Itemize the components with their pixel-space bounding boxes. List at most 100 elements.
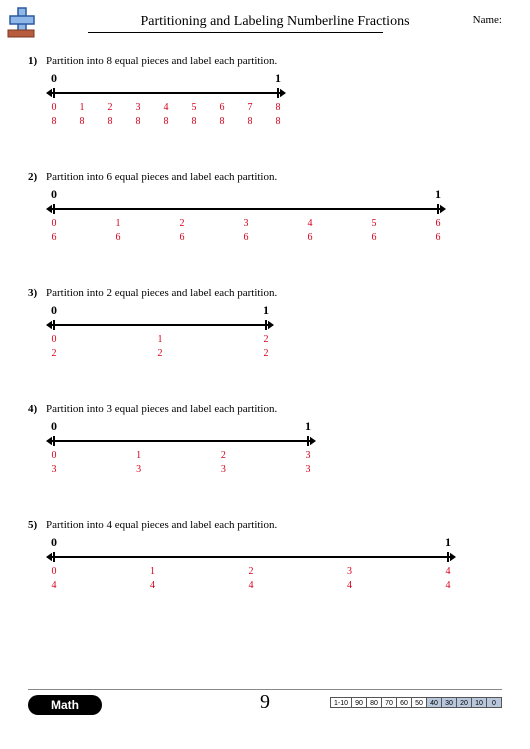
score-cell: 80 [367, 697, 382, 708]
logo-icon [6, 6, 46, 40]
endpoint-labels: 01 [46, 535, 456, 549]
numberline-svg [46, 201, 446, 217]
numberline: 010123444444 [46, 535, 502, 593]
numberline: 0101233333 [46, 419, 502, 477]
zero-label: 0 [51, 71, 57, 86]
fraction-denominator: 6 [116, 233, 121, 243]
numberline-svg [46, 433, 316, 449]
worksheet-page: Partitioning and Labeling Numberline Fra… [0, 0, 530, 749]
fraction-denominator: 6 [180, 233, 185, 243]
problem-number: 1) [28, 55, 46, 67]
problem-instruction: Partition into 6 equal pieces and label … [46, 171, 277, 183]
fraction-numerator: 0 [52, 567, 57, 577]
fraction-numerator: 3 [136, 103, 141, 113]
fraction-numerator: 2 [108, 103, 113, 113]
fraction-numerator: 3 [347, 567, 352, 577]
problem: 3)Partition into 2 equal pieces and labe… [28, 287, 502, 361]
denominator-row: 44444 [46, 581, 456, 593]
fraction-numerator: 2 [249, 567, 254, 577]
fraction-numerator: 0 [52, 219, 57, 229]
problem: 1)Partition into 8 equal pieces and labe… [28, 55, 502, 129]
one-label: 1 [275, 71, 281, 86]
fraction-denominator: 4 [347, 581, 352, 591]
footer-rule [28, 689, 502, 690]
problem-text: 1)Partition into 8 equal pieces and labe… [28, 55, 502, 67]
numberline-svg [46, 317, 274, 333]
numberline: 01012345678888888888 [46, 71, 502, 129]
score-cell: 70 [382, 697, 397, 708]
numberline: 01012222 [46, 303, 502, 361]
problem-text: 4)Partition into 3 equal pieces and labe… [28, 403, 502, 415]
fraction-denominator: 2 [52, 349, 57, 359]
score-range-label: 1-10 [330, 697, 352, 708]
fraction-denominator: 8 [136, 117, 141, 127]
fraction-denominator: 6 [244, 233, 249, 243]
problem-instruction: Partition into 3 equal pieces and label … [46, 403, 277, 415]
fraction-denominator: 6 [52, 233, 57, 243]
fraction-numerator: 2 [221, 451, 226, 461]
name-label: Name: [473, 14, 502, 26]
fraction-numerator: 3 [306, 451, 311, 461]
numerator-row: 0 1 2 3 4 [46, 567, 456, 579]
fraction-numerator: 8 [276, 103, 281, 113]
fraction-numerator: 0 [52, 103, 57, 113]
one-label: 1 [263, 303, 269, 318]
numerator-row: 0 1 2 3 [46, 451, 316, 463]
one-label: 1 [445, 535, 451, 550]
fraction-numerator: 4 [446, 567, 451, 577]
fraction-denominator: 3 [306, 465, 311, 475]
score-cell: 20 [457, 697, 472, 708]
header: Partitioning and Labeling Numberline Fra… [48, 12, 502, 33]
fraction-numerator: 6 [436, 219, 441, 229]
one-label: 1 [305, 419, 311, 434]
problem: 4)Partition into 3 equal pieces and labe… [28, 403, 502, 477]
fraction-numerator: 6 [220, 103, 225, 113]
fraction-numerator: 2 [180, 219, 185, 229]
problem-instruction: Partition into 8 equal pieces and label … [46, 55, 277, 67]
endpoint-labels: 01 [46, 71, 286, 85]
score-cell: 90 [352, 697, 367, 708]
title-underline [88, 32, 383, 33]
problem: 5)Partition into 4 equal pieces and labe… [28, 519, 502, 593]
score-cell: 30 [442, 697, 457, 708]
problem-number: 5) [28, 519, 46, 531]
zero-label: 0 [51, 535, 57, 550]
problems-container: 1)Partition into 8 equal pieces and labe… [28, 55, 502, 593]
fraction-numerator: 4 [308, 219, 313, 229]
score-cell: 50 [412, 697, 427, 708]
problem: 2)Partition into 6 equal pieces and labe… [28, 171, 502, 245]
fraction-denominator: 8 [220, 117, 225, 127]
fraction-denominator: 4 [52, 581, 57, 591]
fraction-denominator: 6 [308, 233, 313, 243]
problem-text: 3)Partition into 2 equal pieces and labe… [28, 287, 502, 299]
fraction-numerator: 1 [136, 451, 141, 461]
score-cell: 60 [397, 697, 412, 708]
score-cell: 10 [472, 697, 487, 708]
endpoint-labels: 01 [46, 419, 316, 433]
fraction-numerator: 5 [192, 103, 197, 113]
zero-label: 0 [51, 303, 57, 318]
fraction-denominator: 8 [276, 117, 281, 127]
fraction-denominator: 2 [158, 349, 163, 359]
fraction-denominator: 6 [372, 233, 377, 243]
problem-instruction: Partition into 2 equal pieces and label … [46, 287, 277, 299]
fraction-numerator: 1 [158, 335, 163, 345]
fraction-denominator: 3 [52, 465, 57, 475]
fraction-numerator: 2 [264, 335, 269, 345]
one-label: 1 [435, 187, 441, 202]
numerator-row: 0123456 [46, 219, 446, 231]
footer: Math 9 1-109080706050403020100 [0, 689, 530, 719]
endpoint-labels: 01 [46, 187, 446, 201]
fraction-numerator: 1 [150, 567, 155, 577]
problem-number: 3) [28, 287, 46, 299]
problem-number: 4) [28, 403, 46, 415]
fraction-numerator: 4 [164, 103, 169, 113]
fraction-denominator: 3 [221, 465, 226, 475]
fraction-numerator: 0 [52, 451, 57, 461]
problem-text: 5)Partition into 4 equal pieces and labe… [28, 519, 502, 531]
numberline-svg [46, 549, 456, 565]
problem-number: 2) [28, 171, 46, 183]
fraction-denominator: 8 [108, 117, 113, 127]
problem-text: 2)Partition into 6 equal pieces and labe… [28, 171, 502, 183]
problem-instruction: Partition into 4 equal pieces and label … [46, 519, 277, 531]
